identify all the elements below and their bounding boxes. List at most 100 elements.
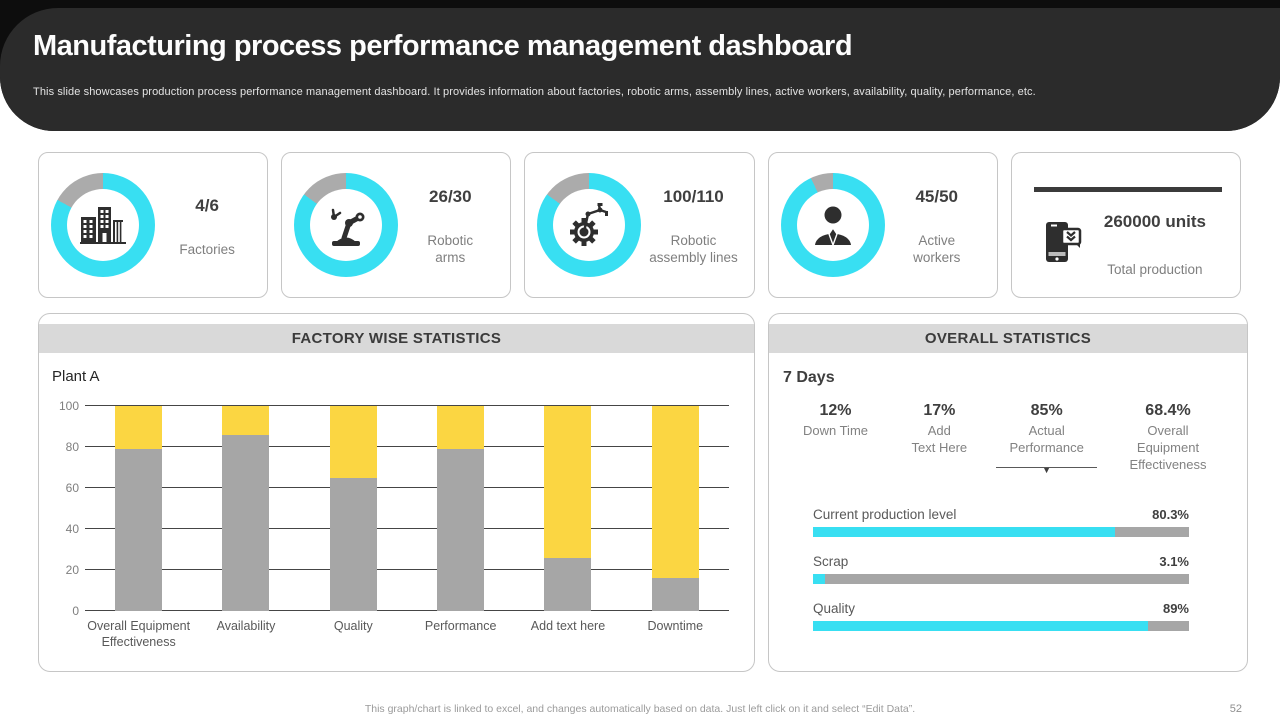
kpi-card: 4/6 Factories <box>38 152 269 298</box>
progress-label: Quality <box>813 600 856 616</box>
stacked-bar[interactable] <box>651 406 699 611</box>
bar-segment-remainder <box>222 406 270 435</box>
page-title: Manufacturing process performance manage… <box>33 30 853 62</box>
donut-gauge <box>294 173 399 277</box>
progress-row: Current production level 80.3% <box>813 507 1189 537</box>
kpi-value: 45/50 <box>915 187 958 207</box>
progress-track <box>813 620 1189 631</box>
kpi-card: 26/30 Robotic arms <box>281 152 512 298</box>
kpi-label: Active workers <box>913 233 961 265</box>
kpi-value: 4/6 <box>195 195 219 215</box>
gridline <box>85 610 729 611</box>
kpi-plain-row: 260000 units Total production <box>1024 192 1232 279</box>
y-axis-tick-label: 60 <box>65 481 79 495</box>
stat-label: Add Text Here <box>911 423 968 455</box>
progress-row: Quality 89% <box>813 601 1189 631</box>
stat-column: 12% Down Time <box>783 402 888 477</box>
stat-label: Actual Performance <box>1009 423 1084 455</box>
x-axis-category-label: Performance <box>424 619 497 633</box>
kpi-text-block: 100/110 Robotic assembly lines <box>641 183 745 267</box>
bar-segment-base <box>329 477 377 611</box>
progress-track <box>813 526 1189 537</box>
bar-segment-base <box>222 434 270 611</box>
overall-statistics-panel: OVERALL STATISTICS 7 Days 12% Down Time 17… <box>768 313 1248 672</box>
x-axis-category-label: Downtime <box>647 619 704 633</box>
stat-value: 85% <box>1030 402 1063 419</box>
y-axis-tick-label: 20 <box>65 563 79 577</box>
bar-slot <box>300 406 407 611</box>
kpi-label: Robotic arms <box>427 233 474 265</box>
bar-segment-base <box>651 578 699 611</box>
factory-wise-panel: FACTORY WISE STATISTICS Plant A 0 20 40 60 8… <box>38 313 755 672</box>
donut-hole <box>310 189 383 261</box>
stacked-bar-chart[interactable]: 0 20 40 60 80 100 <box>59 399 729 618</box>
gridline <box>85 446 729 447</box>
stats-row: 12% Down Time 17% Add Text Here 85% Actual Pe… <box>783 402 1227 477</box>
bar-segment-remainder <box>651 406 699 579</box>
progress-value: 89% <box>1162 600 1189 616</box>
gridline <box>85 528 729 529</box>
stat-label: Down Time <box>802 423 869 438</box>
kpi-text-block: 4/6 Factories <box>155 192 259 259</box>
donut-gauge <box>780 173 885 277</box>
kpi-text-block: 45/50 Active workers <box>885 183 989 267</box>
stacked-bar[interactable] <box>437 406 485 611</box>
stat-value: 68.4% <box>1145 402 1191 419</box>
stat-selected-marker: ▼ <box>996 465 1098 477</box>
kpi-label: Total production <box>1107 262 1203 277</box>
bar-slot <box>85 406 192 611</box>
y-axis-tick-label: 80 <box>65 440 79 454</box>
period-label: 7 Days <box>783 369 835 386</box>
robotic-arm-icon <box>324 204 368 246</box>
page-subtitle: This slide showcases production process … <box>33 86 1036 98</box>
stat-value: 12% <box>819 402 852 419</box>
kpi-card-total-production: 260000 units Total production <box>1010 152 1242 298</box>
kpi-text-block: 26/30 Robotic arms <box>398 183 502 267</box>
bar-segment-base <box>544 557 592 611</box>
bar-segment-remainder <box>329 406 377 478</box>
bar-slot <box>622 406 729 611</box>
stat-label: Overall Equipment Effectiveness <box>1129 423 1207 472</box>
bar-segment-base <box>437 449 485 611</box>
kpi-label: Factories <box>179 241 235 257</box>
kpi-text-block: 260000 units Total production <box>1088 208 1222 279</box>
progress-head: Current production level 80.3% <box>813 507 1189 522</box>
bar-segment-remainder <box>115 406 163 450</box>
bar-slot <box>514 406 621 611</box>
progress-value: 80.3% <box>1152 506 1189 522</box>
progress-fill <box>813 573 825 584</box>
kpi-value: 100/110 <box>663 187 724 207</box>
kpi-value: 260000 units <box>1103 212 1206 231</box>
bars-layer <box>85 406 729 611</box>
bar-chart-categories: Overall Equipment Effectiveness Availabil… <box>85 618 729 651</box>
gridline <box>85 569 729 570</box>
bar-segment-remainder <box>544 406 592 558</box>
page-number: 52 <box>1229 703 1242 715</box>
worker-icon <box>811 204 855 246</box>
progress-fill <box>813 620 1148 631</box>
y-axis-tick-label: 0 <box>72 604 79 618</box>
stacked-bar[interactable] <box>222 406 270 611</box>
progress-fill <box>813 526 1115 537</box>
stacked-bar[interactable] <box>544 406 592 611</box>
progress-label: Scrap <box>813 553 849 569</box>
y-axis-tick-label: 100 <box>58 399 79 413</box>
progress-head: Scrap 3.1% <box>813 554 1189 569</box>
kpi-card-row: 4/6 Factories 26/30 Robotic arms 100/110 Robo… <box>38 152 1242 298</box>
stat-value: 17% <box>923 402 956 419</box>
footer-note: This graph/chart is linked to excel, and… <box>364 703 916 715</box>
stacked-bar[interactable] <box>115 406 163 611</box>
factory-icon <box>80 206 126 244</box>
gridline <box>85 487 729 488</box>
factory-panel-header: FACTORY WISE STATISTICS <box>39 324 754 353</box>
progress-bar-list[interactable]: Current production level 80.3% Scrap 3.1% Qu… <box>813 507 1189 631</box>
stat-column: 68.4% Overall Equipment Effectiveness <box>1109 402 1227 477</box>
donut-gauge <box>51 173 155 277</box>
gear-assembly-icon <box>566 202 612 248</box>
stacked-bar[interactable] <box>329 406 377 611</box>
overall-panel-header: OVERALL STATISTICS <box>769 324 1247 353</box>
kpi-value: 26/30 <box>429 187 472 207</box>
panels-row: FACTORY WISE STATISTICS Plant A 0 20 40 60 8… <box>38 313 1248 672</box>
bar-slot <box>407 406 514 611</box>
